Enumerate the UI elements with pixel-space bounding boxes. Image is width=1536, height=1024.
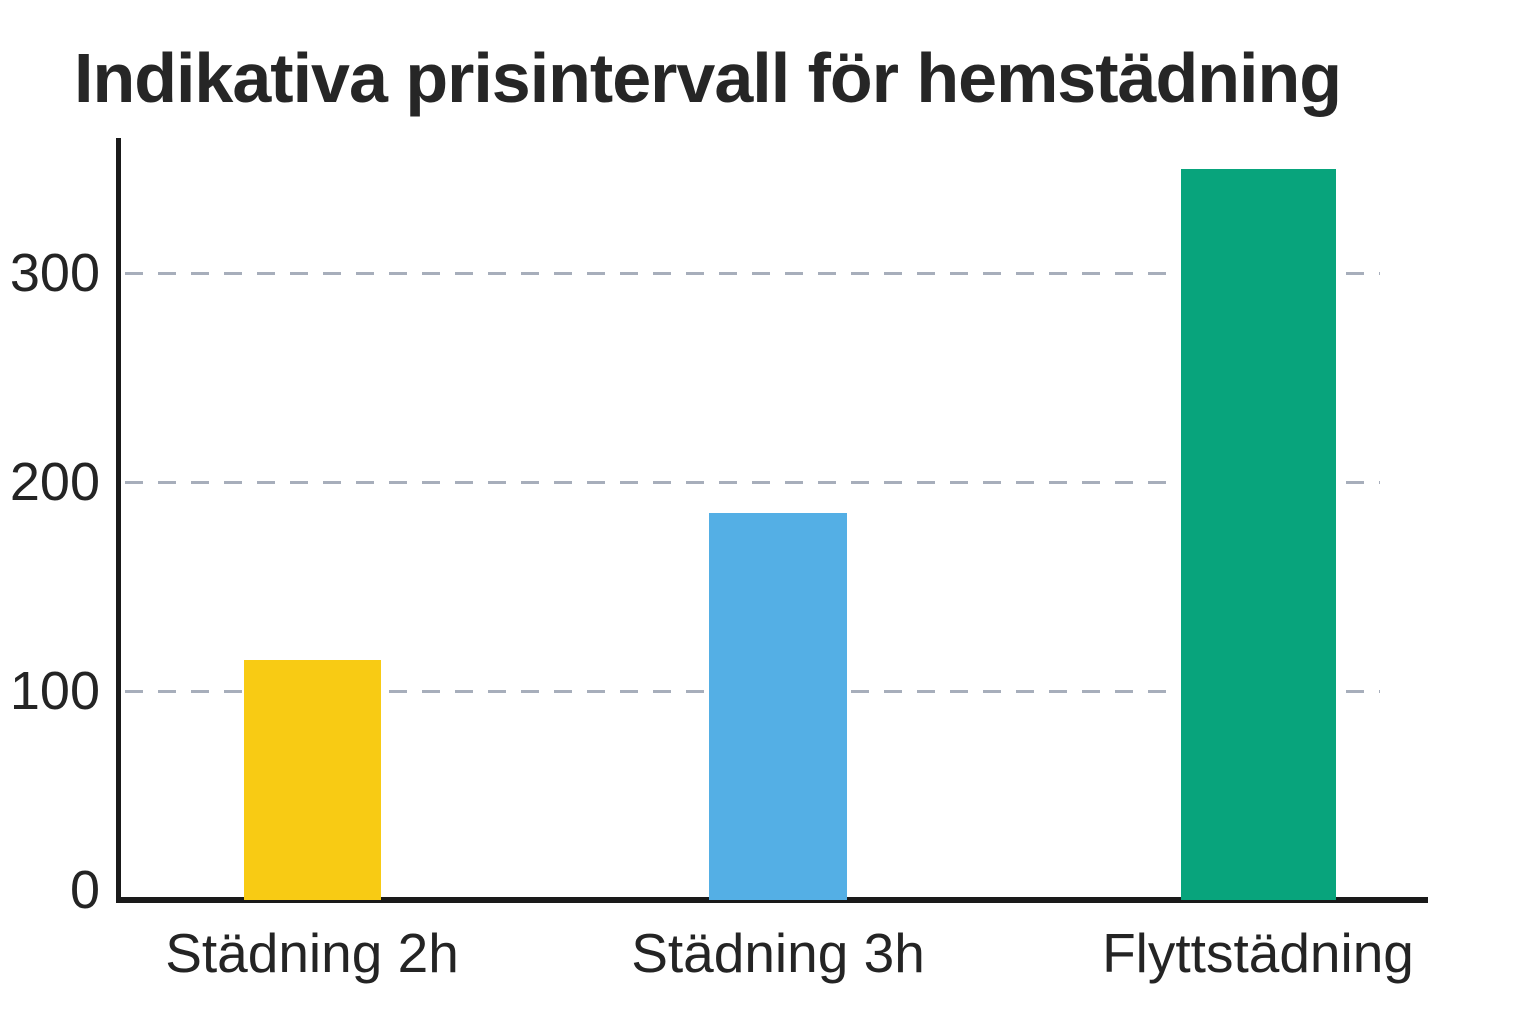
chart-title: Indikativa prisintervall för hemstädning [74,39,1342,117]
y-tick-label-100: 100 [9,661,100,721]
bar-stadning-3h [709,513,847,900]
y-axis-line [116,138,121,903]
y-tick-label-300: 300 [9,243,100,303]
y-tick-label-200: 200 [9,452,100,512]
x-category-label-flyttstadning: Flyttstädning [1102,922,1414,984]
gridline-200 [125,481,1380,484]
gridline-300 [125,272,1380,275]
x-axis-line [116,897,1428,903]
x-category-label-stadning-2h: Städning 2h [165,922,459,984]
bar-stadning-2h [243,659,381,900]
y-tick-label-0: 0 [69,860,100,920]
bar-flyttstadning [1180,168,1336,900]
x-category-label-stadning-3h: Städning 3h [631,922,925,984]
